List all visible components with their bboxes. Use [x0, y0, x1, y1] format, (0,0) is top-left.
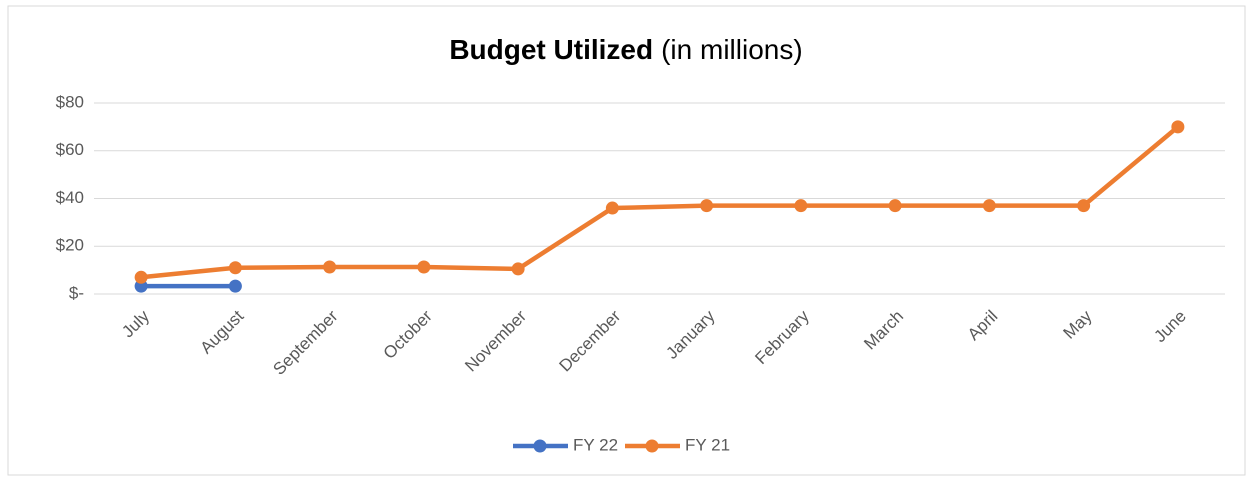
series-marker — [323, 260, 337, 274]
y-tick-label: $20 — [56, 236, 84, 255]
series-marker — [700, 199, 714, 213]
series-marker — [605, 201, 619, 215]
series-marker — [417, 260, 431, 274]
chart-border — [7, 5, 1246, 476]
series-line — [138, 124, 1181, 280]
chart-title: Budget Utilized (in millions) — [449, 34, 802, 65]
series-marker — [1171, 120, 1185, 134]
series-marker — [982, 199, 996, 213]
title-note: (in millions) — [661, 34, 803, 65]
series-marker — [1077, 199, 1091, 213]
series-marker — [794, 199, 808, 213]
legend-marker — [645, 439, 659, 453]
series-marker — [228, 279, 242, 293]
series-marker — [134, 270, 148, 284]
legend-label: FY 21 — [685, 435, 730, 454]
y-tick-label: $80 — [56, 92, 84, 111]
y-tick-label: $60 — [56, 140, 84, 159]
series-marker — [888, 199, 902, 213]
series-marker — [228, 261, 242, 275]
y-tick-label: $- — [69, 283, 84, 302]
legend-marker — [533, 439, 547, 453]
y-tick-label: $40 — [56, 188, 84, 207]
legend-label: FY 22 — [573, 435, 618, 454]
title-main: Budget Utilized — [449, 34, 653, 65]
series-marker — [511, 262, 525, 276]
